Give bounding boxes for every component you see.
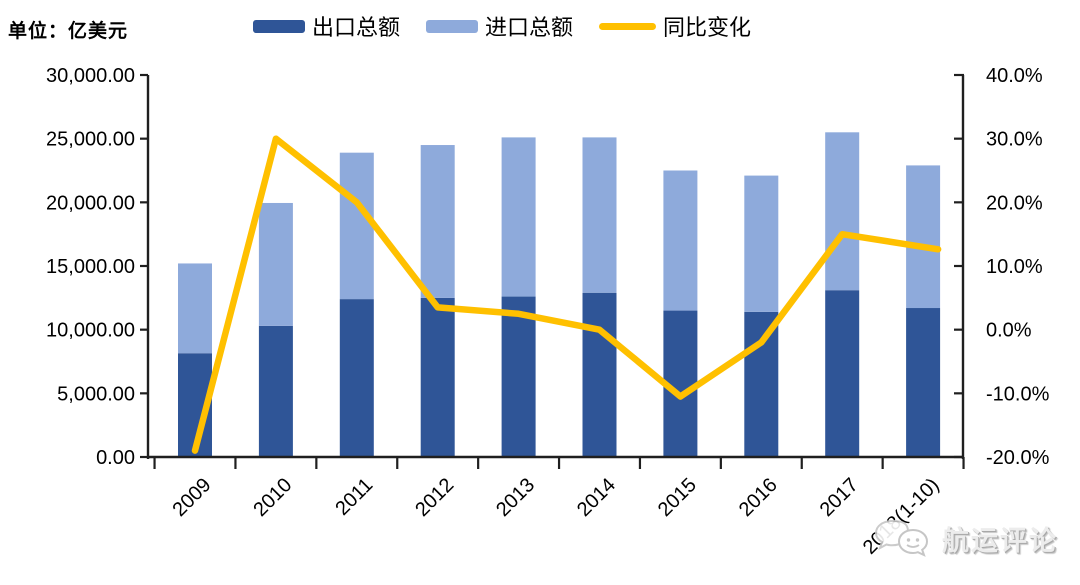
import-bar-2015 xyxy=(663,170,698,311)
left-tick-label: 25,000.00 xyxy=(46,129,135,151)
wechat-chat-bubbles-icon xyxy=(874,519,929,557)
x-axis-label-2010: 2010 xyxy=(249,474,296,521)
x-axis-label-2014: 2014 xyxy=(573,474,620,521)
legend-item-export: 出口总额 xyxy=(253,10,400,42)
left-tick-label: 30,000.00 xyxy=(46,65,135,87)
export-bar-2014 xyxy=(582,292,617,457)
yoy-line-swatch-icon xyxy=(599,22,657,30)
x-axis-label-2012: 2012 xyxy=(411,474,458,521)
left-tick-label: 15,000.00 xyxy=(46,256,135,278)
right-tick-label: 0.0% xyxy=(986,320,1032,342)
legend-item-import: 进口总额 xyxy=(426,10,573,42)
import-bar-2010 xyxy=(258,202,293,326)
unit-label: 单位：亿美元 xyxy=(8,21,129,42)
left-tick-label: 20,000.00 xyxy=(46,192,135,214)
x-axis-label-2015: 2015 xyxy=(654,474,701,521)
right-tick-label: -20.0% xyxy=(986,447,1050,469)
import-swatch-icon xyxy=(426,19,479,33)
right-tick-label: 20.0% xyxy=(986,192,1043,214)
import-bar-2017 xyxy=(825,132,860,291)
x-axis-label-2013: 2013 xyxy=(492,474,539,521)
left-tick-label: 0.00 xyxy=(96,447,135,469)
x-axis-label-2009: 2009 xyxy=(169,474,216,521)
x-axis-label-2017: 2017 xyxy=(816,474,863,521)
right-tick-label: -10.0% xyxy=(986,383,1050,405)
yoy-line xyxy=(191,135,942,454)
export-bar-2011 xyxy=(339,299,374,457)
left-tick-label: 10,000.00 xyxy=(46,320,135,342)
export-bar-2010 xyxy=(258,325,293,457)
export-bar-2012 xyxy=(420,297,455,457)
export-bar-2013 xyxy=(501,296,536,457)
x-axis-label-2011: 2011 xyxy=(331,474,377,520)
legend-label-yoy: 同比变化 xyxy=(663,15,752,40)
export-bar-2018(1-10) xyxy=(906,308,941,457)
import-bar-2018(1-10) xyxy=(906,165,941,309)
right-tick-label: 30.0% xyxy=(986,129,1043,151)
legend-label-import: 进口总额 xyxy=(485,15,574,40)
legend-item-yoy: 同比变化 xyxy=(599,10,751,42)
watermark-text: 航运评论 xyxy=(942,525,1058,556)
export-bar-2016 xyxy=(744,311,779,457)
right-tick-label: 40.0% xyxy=(986,65,1043,87)
import-bar-2009 xyxy=(178,263,212,354)
export-swatch-icon xyxy=(253,19,305,33)
import-bar-2014 xyxy=(582,137,617,293)
import-bar-2016 xyxy=(744,175,779,312)
watermark: 航运评论 xyxy=(872,518,1058,558)
import-bar-2012 xyxy=(420,145,455,298)
import-bar-2013 xyxy=(501,137,536,297)
left-tick-label: 5,000.00 xyxy=(57,383,135,405)
right-tick-label: 10.0% xyxy=(986,256,1043,278)
chart-legend: 出口总额 进口总额 同比变化 xyxy=(253,10,751,42)
export-bar-2017 xyxy=(825,290,860,457)
legend-label-export: 出口总额 xyxy=(312,15,401,40)
import-bar-2011 xyxy=(339,152,374,300)
x-axis-label-2016: 2016 xyxy=(735,474,782,521)
